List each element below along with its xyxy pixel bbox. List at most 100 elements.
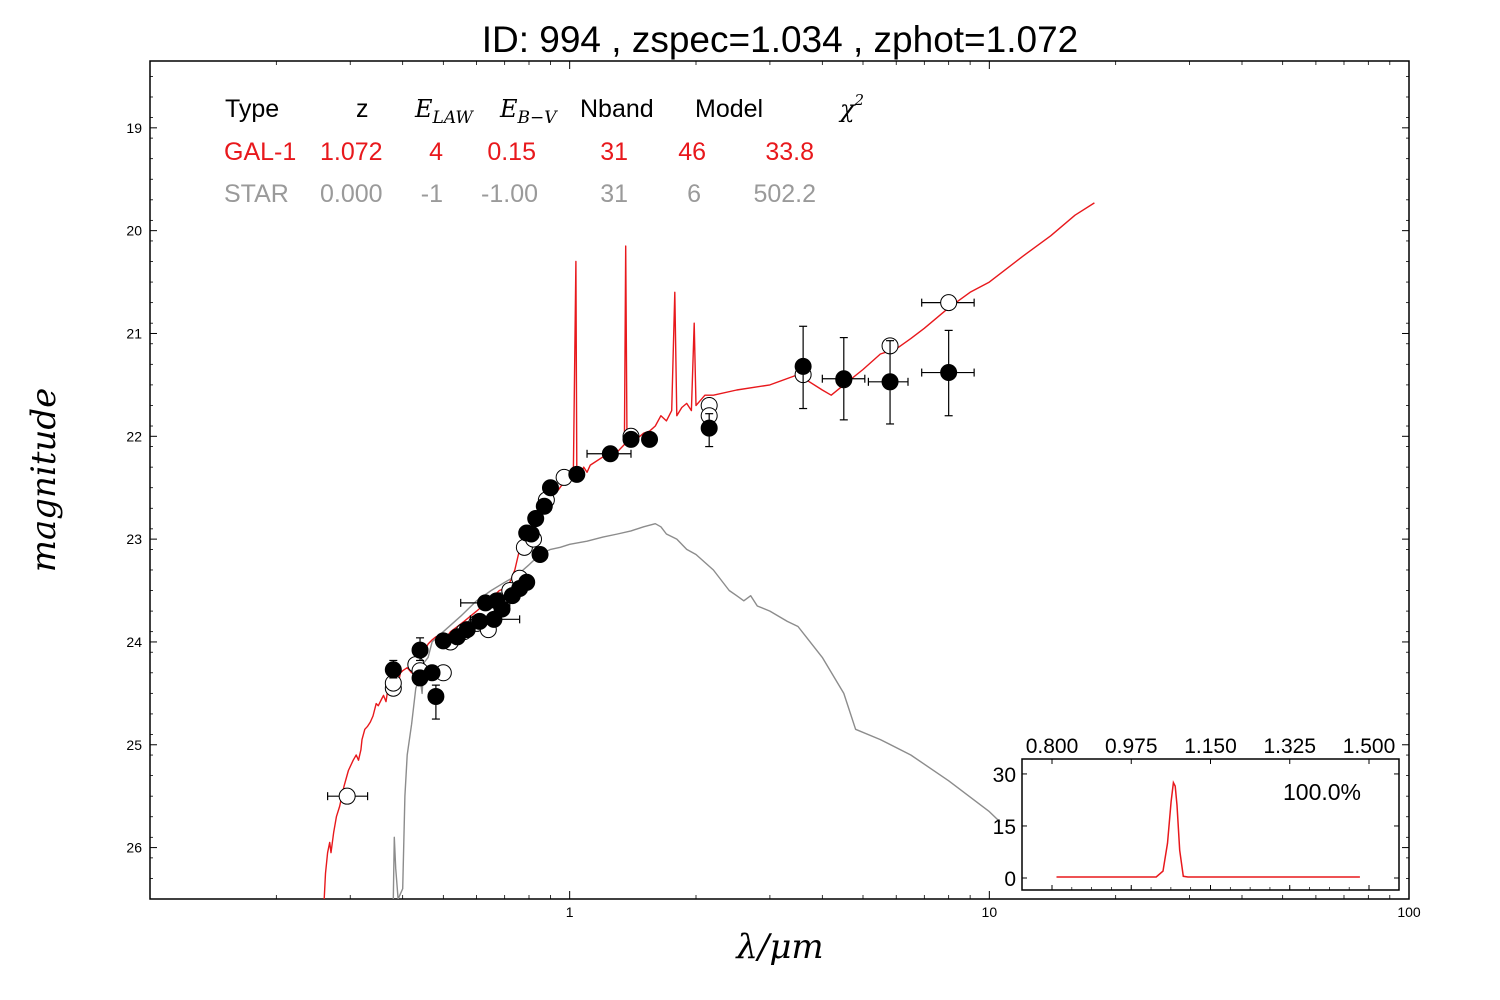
table-header-nband: Nband (580, 95, 654, 123)
observed-marker (794, 357, 812, 375)
y-tick-label: 24 (126, 634, 142, 650)
inset-x-axis: 0.800 0.975 1.150 1.325 1.500 (1026, 735, 1396, 890)
inset-y-tick-label: 0 (1004, 868, 1016, 891)
cell-model: 6 (687, 180, 701, 208)
table-header-z: z (356, 95, 369, 123)
cell-z: 1.072 (320, 138, 383, 166)
table-header-chi2-base: χ (838, 95, 856, 123)
cell-ebv: -1.00 (481, 180, 538, 208)
star-template-line (392, 523, 1001, 899)
observed-point (622, 430, 640, 448)
observed-point (641, 430, 659, 448)
observed-point (527, 510, 545, 528)
observed-point (427, 684, 445, 720)
x-tick-label: 1 (566, 904, 574, 920)
cell-chi2: 33.8 (765, 138, 814, 166)
x-tick-label: 10 (982, 904, 998, 920)
table-row-galaxy: GAL-1 1.072 4 0.15 31 46 33.8 (224, 138, 814, 166)
observed-point (535, 497, 553, 515)
observed-marker (700, 419, 718, 437)
observed-point (384, 659, 402, 679)
observed-marker (423, 664, 441, 682)
y-tick-label: 21 (126, 325, 142, 341)
x-axis: 1 10 100 (275, 61, 1421, 920)
observed-point (434, 632, 452, 650)
inset-y-axis: 30 15 0 (993, 764, 1399, 891)
table-row-star: STAR 0.000 -1 -1.00 31 6 502.2 (224, 180, 816, 208)
observed-point (821, 336, 866, 421)
observed-point (423, 664, 441, 682)
x-axis-label: λ/μm (734, 927, 823, 967)
cell-model: 46 (678, 138, 706, 166)
observed-marker (384, 661, 402, 679)
y-tick-label: 20 (126, 223, 142, 239)
observed-marker (940, 364, 958, 382)
table-header-elaw-sub: LAW (432, 108, 475, 128)
y-axis-label: magnitude (24, 388, 64, 573)
observed-marker (518, 573, 536, 591)
inset-y-tick-label: 30 (993, 764, 1016, 787)
cell-chi2: 502.2 (753, 180, 816, 208)
table-header-elaw-base: E (414, 95, 433, 123)
observed-point (458, 621, 476, 639)
observed-point (531, 546, 549, 564)
observed-marker (881, 373, 899, 391)
observed-point (794, 325, 812, 410)
cell-ebv: 0.15 (487, 138, 536, 166)
observed-marker (531, 546, 549, 564)
observed-marker (493, 600, 511, 618)
observed-point (921, 329, 975, 417)
cell-type: STAR (224, 180, 289, 208)
y-tick-label: 19 (126, 120, 142, 136)
redshift-pdf-inset: 0.800 0.975 1.150 1.325 1.500 30 15 0 100.0% (993, 735, 1400, 891)
inset-annotation: 100.0% (1283, 779, 1361, 805)
observed-marker (471, 612, 489, 630)
inset-x-tick-label: 0.800 (1026, 735, 1079, 758)
cell-nband: 31 (600, 138, 628, 166)
inset-x-tick-label: 1.500 (1343, 735, 1396, 758)
redshift-pdf-line (1056, 780, 1360, 878)
observed-marker (568, 465, 586, 483)
table-header-ebv-base: E (499, 95, 518, 123)
observed-point (541, 479, 559, 497)
observed-marker (527, 510, 545, 528)
y-tick-label: 22 (126, 428, 142, 444)
plot-data (323, 202, 1095, 899)
inset-y-tick-label: 15 (993, 816, 1016, 839)
inset-x-tick-label: 0.975 (1105, 735, 1158, 758)
observed-marker (835, 370, 853, 388)
table-header-elaw: ELAW (414, 95, 474, 128)
model-marker (940, 294, 958, 312)
observed-point (411, 637, 429, 662)
observed-point (700, 413, 718, 448)
inset-plot-data (1056, 780, 1360, 878)
observed-marker (641, 430, 659, 448)
model-point (921, 294, 975, 312)
cell-elaw: -1 (421, 180, 443, 208)
table-header-chi2-sup: 2 (854, 91, 865, 109)
table-header-ebv: EB−V (499, 95, 558, 128)
main-plot-frame (149, 60, 1410, 900)
model-table: Type z ELAW EB−V Nband Model χ2 GAL-1 1.… (224, 91, 864, 208)
observed-point (518, 573, 536, 591)
observed-marker (434, 632, 452, 650)
model-marker (338, 787, 356, 805)
y-tick-label: 23 (126, 531, 142, 547)
table-header-type: Type (225, 95, 279, 123)
observed-marker (535, 497, 553, 515)
model-point (327, 787, 369, 805)
observed-marker (411, 641, 429, 659)
observed-point (586, 445, 632, 463)
observed-point (522, 525, 540, 543)
observed-marker (458, 621, 476, 639)
observed-marker (522, 525, 540, 543)
chart-title: ID: 994 , zspec=1.034 , zphot=1.072 (482, 19, 1079, 60)
table-header-model: Model (695, 95, 763, 123)
observed-point (867, 340, 909, 425)
cell-z: 0.000 (320, 180, 383, 208)
y-tick-label: 26 (126, 840, 142, 856)
galaxy-template-line (323, 202, 1095, 899)
observed-point (471, 612, 489, 630)
